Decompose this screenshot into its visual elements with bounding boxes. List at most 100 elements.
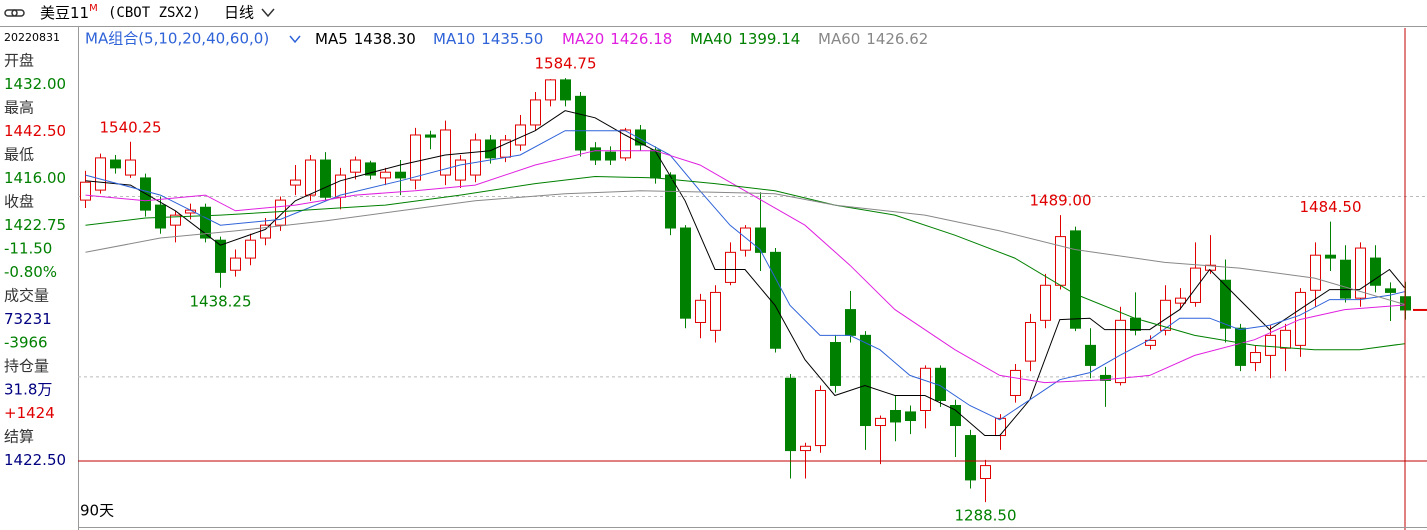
ma-line [85,175,1405,351]
candle-body [1175,297,1186,304]
info-row: 持仓量 [4,357,49,375]
candle-body [110,159,121,169]
candle-body [980,465,991,479]
info-panel: 20220831 开盘 1432.00 最高 1442.50 最低 1416.00 收盘 14… [4,27,79,530]
ma-line [85,150,1405,384]
candle-body [755,227,766,253]
legend-entry: MA5 1438.30 [315,30,416,48]
legend-name: MA5 [315,30,348,48]
candle-body [485,139,496,159]
candle-body [905,411,916,422]
candle-body [560,79,571,101]
candle-body [605,151,616,161]
candle-body [620,129,631,159]
symbol-code: (CBOT ZSX2) [108,5,201,21]
candle-body [740,227,751,251]
candle-body [530,99,541,126]
period[interactable]: 日线 [224,4,254,22]
candle-body [995,417,1006,437]
info-row: -0.80% [4,263,57,281]
period-dropdown[interactable] [261,8,275,18]
header-bar: 美豆11M (CBOT ZSX2) 日线 [0,3,1427,27]
info-row: 结算 [4,428,34,446]
candle-body [155,204,166,229]
ma-dropdown[interactable] [289,35,301,44]
legend-entry: MA60 1426.62 [818,30,928,48]
ma-legend-title[interactable]: MA组合(5,10,20,40,60,0) [85,30,269,48]
days-label: 90天 [80,502,114,520]
candle-body [680,227,691,319]
candle-body [365,162,376,176]
high-label: 1489.00 [1029,192,1091,210]
candle-body [920,367,931,412]
ma-line [85,110,1405,436]
candle-body [395,171,406,179]
candle-body [1280,329,1291,349]
candle-body [1325,254,1336,259]
candle-body [1100,374,1111,381]
candle-body [665,174,676,229]
candle-body [305,159,316,196]
legend-name: MA10 [433,30,475,48]
candle-body [590,147,601,161]
high-label: 1540.25 [99,118,161,136]
candle-body [785,377,796,452]
plot-area: 1540.25 1438.25 1584.75 1288.50 1489.00 1484.… [78,55,1427,525]
candle-body [1055,236,1066,286]
candle-body [1310,254,1321,291]
candle-body [380,171,391,179]
info-row: 最低 [4,146,34,164]
info-date: 20220831 [4,31,60,44]
candle-body [95,157,106,191]
info-row: 1422.75 [4,216,66,234]
legend-entry: MA10 1435.50 [433,30,543,48]
candle-body [965,435,976,481]
candle-body [1385,288,1396,293]
legend-value: 1435.50 [481,30,543,48]
candle-body [1085,344,1096,366]
legend-value: 1426.18 [610,30,672,48]
candle-body [1190,267,1201,303]
candle-body [455,159,466,181]
low-label: 1288.50 [954,507,1016,525]
link-icon[interactable] [4,9,25,17]
high-label: 1584.75 [534,55,596,73]
candle-body [1070,230,1081,329]
low-label: 1438.25 [189,292,251,310]
candle-body [890,410,901,423]
candle-body [1040,284,1051,321]
candle-body [830,342,841,386]
candle-body [1025,321,1036,362]
candle-body [725,251,736,283]
candle-body [1340,259,1351,299]
candle-body [515,124,526,146]
candle-body [545,79,556,101]
candle-body [290,179,301,186]
candle-body [425,134,436,138]
candle-body [170,214,181,226]
symbol-name: 美豆11 [40,4,89,22]
info-row: -11.50 [4,240,52,258]
candle-body [245,239,256,259]
legend-name: MA40 [690,30,732,48]
candle-body [650,149,661,179]
candle-body [695,299,706,323]
legend-value: 1426.62 [866,30,928,48]
info-row: +1424 [4,404,55,422]
candle-body [215,239,226,273]
legend-value: 1399.14 [738,30,800,48]
legend-entry: MA40 1399.14 [690,30,800,48]
candle-body [770,251,781,349]
candle-body [275,199,286,226]
candle-body [470,139,481,176]
candle-body [410,134,421,181]
candle-body [950,404,961,427]
candle-body [1265,334,1276,356]
info-row: 73231 [4,310,52,328]
candle-body [1130,317,1141,331]
info-row: 1422.50 [4,451,66,469]
symbol: 美豆11M [40,3,98,22]
legend-value: 1438.30 [354,30,416,48]
info-row: 成交量 [4,287,49,305]
